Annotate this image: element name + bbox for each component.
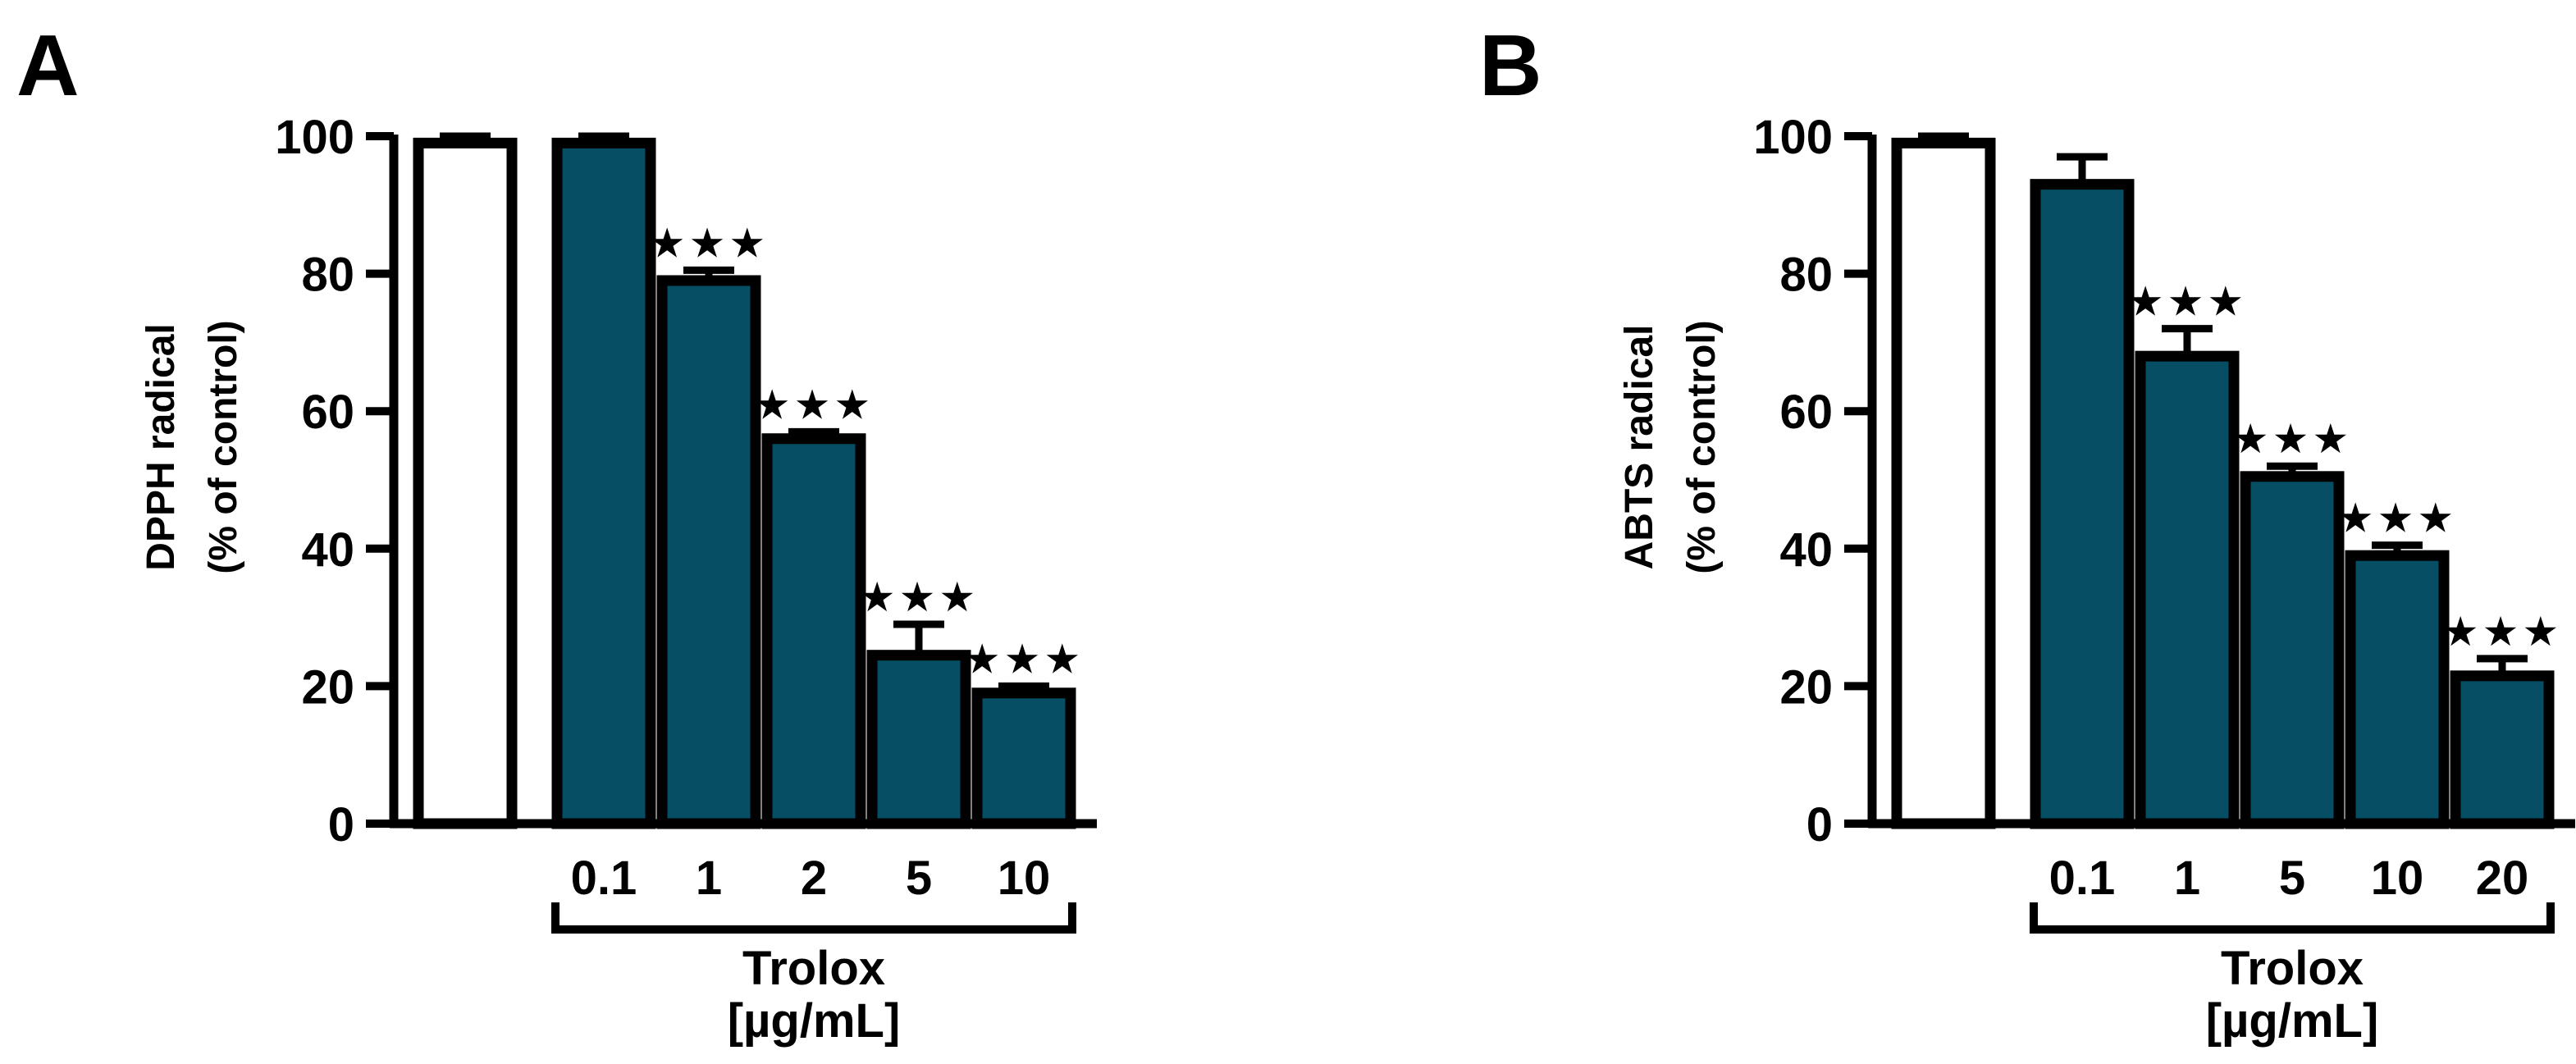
- bar-2: [761, 433, 866, 829]
- bar-20: [2450, 670, 2555, 829]
- bar-0.1: [551, 137, 656, 829]
- x-tick-label: 5: [906, 852, 932, 905]
- y-axis-label-line: DPPH radical: [139, 323, 183, 570]
- y-tick-label: 40: [1779, 523, 1833, 577]
- x-tick-label: 10: [2371, 852, 2424, 905]
- y-tick-label: 80: [1779, 249, 1833, 302]
- group-label-units: [µg/mL]: [2206, 994, 2379, 1048]
- y-tick-label: 100: [1753, 111, 1833, 164]
- x-tick-label: 1: [2174, 852, 2200, 905]
- group-label-compound: Trolox: [742, 942, 885, 995]
- error-bar: [788, 427, 839, 437]
- x-tick-label: 0.1: [571, 852, 637, 905]
- bar-5: [2240, 471, 2345, 829]
- y-tick-label: 80: [301, 249, 354, 302]
- panel-letter: A: [16, 17, 80, 114]
- y-tick-label: 20: [301, 660, 354, 714]
- x-tick-label: 10: [998, 852, 1051, 905]
- error-bar: [2267, 462, 2318, 475]
- bar-1: [656, 275, 761, 829]
- error-bar: [893, 620, 944, 654]
- y-tick-label: 20: [1779, 660, 1833, 714]
- bar-control: [413, 137, 518, 829]
- error-bar: [2372, 541, 2423, 555]
- panel-letter: B: [1479, 17, 1542, 114]
- significance-stars: ★★★: [2232, 416, 2352, 462]
- significance-stars: ★★★: [859, 574, 979, 620]
- significance-stars: ★★★: [2337, 495, 2457, 541]
- bar-5: [866, 650, 971, 829]
- y-tick-label: 40: [301, 523, 354, 577]
- panel-b-abts-bar-chart: B ABTS radical (% of control) 0 20 40 60 80 100 ★…: [1479, 17, 2575, 1048]
- bar-0.1: [2030, 179, 2135, 829]
- x-tick-label: 0.1: [2049, 852, 2116, 905]
- y-tick-label: 100: [275, 111, 354, 164]
- y-axis-label-line: (% of control): [1680, 320, 1724, 573]
- group-bracket: [2030, 902, 2555, 934]
- panel-a-dpph-bar-chart: A DPPH radical (% of control) 0 20 40 60 80 100 ★…: [16, 17, 1097, 1048]
- bar-1: [2135, 350, 2240, 829]
- significance-stars: ★★★: [964, 636, 1084, 682]
- group-label-units: [µg/mL]: [728, 994, 901, 1048]
- error-bar: [2162, 325, 2213, 355]
- y-axis-label-line: ABTS radical: [1618, 325, 1661, 570]
- group-label-compound: Trolox: [2221, 942, 2364, 995]
- x-tick-label: 20: [2476, 852, 2529, 905]
- y-tick-label: 60: [301, 386, 354, 439]
- error-bar: [998, 682, 1049, 692]
- y-axis-label-line: (% of control): [202, 320, 245, 573]
- x-tick-label: 2: [801, 852, 827, 905]
- error-bar: [578, 132, 629, 142]
- significance-stars: ★★★: [2127, 279, 2247, 325]
- y-tick-label: 0: [328, 798, 354, 852]
- bar-10: [2345, 550, 2450, 829]
- x-tick-label: 5: [2279, 852, 2305, 905]
- error-bar: [683, 266, 734, 279]
- bar-control: [1891, 137, 1996, 829]
- y-tick-label: 60: [1779, 386, 1833, 439]
- group-bracket: [551, 902, 1076, 934]
- error-bar: [2477, 655, 2528, 674]
- significance-stars: ★★★: [649, 220, 769, 266]
- significance-stars: ★★★: [2442, 609, 2562, 655]
- bar-10: [971, 687, 1076, 829]
- error-bar: [1918, 132, 1969, 142]
- error-bar: [2057, 153, 2108, 183]
- x-tick-label: 1: [696, 852, 722, 905]
- y-tick-label: 0: [1806, 798, 1833, 852]
- error-bar: [440, 132, 491, 142]
- significance-stars: ★★★: [754, 381, 874, 427]
